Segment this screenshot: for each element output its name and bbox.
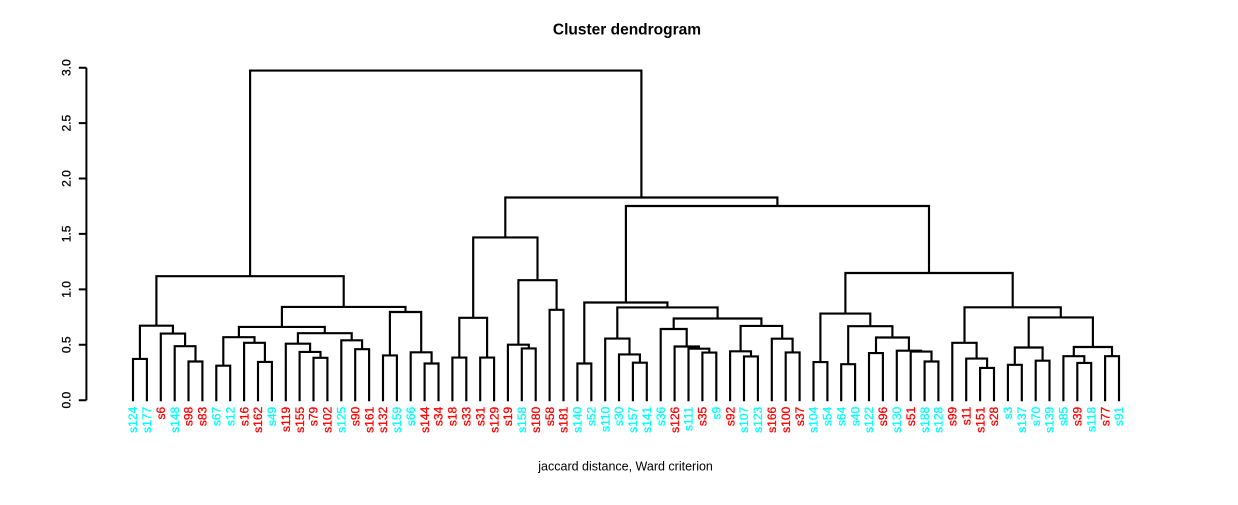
svg-text:s83: s83 — [196, 406, 210, 426]
svg-text:s31: s31 — [473, 406, 487, 426]
svg-text:s90: s90 — [348, 406, 362, 426]
svg-text:s181: s181 — [557, 406, 571, 432]
svg-text:s9: s9 — [710, 406, 724, 419]
svg-text:s35: s35 — [696, 406, 710, 426]
svg-text:s54: s54 — [821, 406, 835, 426]
svg-text:s159: s159 — [390, 406, 404, 432]
svg-text:s28: s28 — [987, 406, 1001, 426]
svg-text:s111: s111 — [682, 406, 696, 431]
svg-text:s130: s130 — [890, 406, 904, 432]
svg-text:s144: s144 — [418, 406, 432, 432]
svg-text:s119: s119 — [279, 406, 293, 431]
svg-text:s98: s98 — [182, 406, 196, 426]
svg-text:s177: s177 — [140, 406, 154, 432]
svg-text:s188: s188 — [918, 406, 932, 432]
svg-text:s19: s19 — [501, 406, 515, 426]
svg-text:s141: s141 — [640, 406, 654, 432]
svg-text:s18: s18 — [446, 406, 460, 426]
svg-text:s158: s158 — [515, 406, 529, 432]
svg-text:s166: s166 — [765, 406, 779, 432]
svg-text:s104: s104 — [807, 406, 821, 432]
svg-text:s51: s51 — [904, 406, 918, 426]
svg-text:s40: s40 — [848, 406, 862, 426]
svg-text:s58: s58 — [543, 406, 557, 426]
svg-text:s161: s161 — [362, 406, 376, 432]
svg-text:s129: s129 — [487, 406, 501, 432]
svg-text:0.0: 0.0 — [60, 392, 74, 409]
svg-text:2.0: 2.0 — [60, 170, 74, 187]
svg-text:s122: s122 — [862, 406, 876, 432]
svg-text:s99: s99 — [946, 406, 960, 426]
svg-text:2.5: 2.5 — [60, 114, 74, 131]
svg-text:s64: s64 — [834, 406, 848, 426]
svg-text:s6: s6 — [154, 406, 168, 419]
svg-text:Cluster dendrogram: Cluster dendrogram — [553, 21, 701, 38]
svg-text:s16: s16 — [237, 406, 251, 426]
svg-text:s139: s139 — [1043, 406, 1057, 432]
svg-text:s11: s11 — [959, 406, 973, 425]
svg-text:s151: s151 — [973, 406, 987, 432]
svg-text:s100: s100 — [779, 406, 793, 432]
svg-text:s107: s107 — [737, 406, 751, 432]
svg-text:s110: s110 — [598, 406, 612, 431]
svg-text:s67: s67 — [210, 406, 224, 426]
svg-text:s34: s34 — [432, 406, 446, 426]
svg-text:s12: s12 — [223, 406, 237, 426]
svg-text:s96: s96 — [876, 406, 890, 426]
svg-text:s155: s155 — [293, 406, 307, 432]
svg-text:1.5: 1.5 — [60, 225, 74, 242]
svg-text:s30: s30 — [612, 406, 626, 426]
svg-text:s126: s126 — [668, 406, 682, 432]
svg-text:s79: s79 — [307, 406, 321, 426]
svg-text:s180: s180 — [529, 406, 543, 432]
svg-text:s140: s140 — [571, 406, 585, 432]
svg-text:s162: s162 — [251, 406, 265, 432]
svg-text:s52: s52 — [585, 406, 599, 426]
svg-text:s128: s128 — [932, 406, 946, 432]
svg-text:s91: s91 — [1112, 406, 1126, 426]
svg-text:0.5: 0.5 — [60, 336, 74, 353]
svg-text:s92: s92 — [723, 406, 737, 426]
svg-text:1.0: 1.0 — [60, 281, 74, 298]
svg-text:s102: s102 — [321, 406, 335, 432]
svg-text:s77: s77 — [1098, 406, 1112, 426]
svg-text:s70: s70 — [1029, 406, 1043, 426]
svg-text:s124: s124 — [126, 406, 140, 432]
svg-text:s37: s37 — [793, 406, 807, 426]
svg-text:s49: s49 — [265, 406, 279, 426]
svg-text:s39: s39 — [1071, 406, 1085, 426]
svg-text:s85: s85 — [1057, 406, 1071, 426]
svg-text:3.0: 3.0 — [60, 59, 74, 76]
svg-text:s3: s3 — [1001, 406, 1015, 419]
svg-text:s148: s148 — [168, 406, 182, 432]
svg-text:s137: s137 — [1015, 406, 1029, 432]
svg-text:s132: s132 — [376, 406, 390, 432]
svg-text:s66: s66 — [404, 406, 418, 426]
svg-text:s123: s123 — [751, 406, 765, 432]
svg-text:s125: s125 — [335, 406, 349, 432]
svg-text:s118: s118 — [1084, 406, 1098, 431]
svg-text:s157: s157 — [626, 406, 640, 432]
svg-text:jaccard distance, Ward criteri: jaccard distance, Ward criterion — [537, 460, 713, 474]
svg-text:s33: s33 — [460, 406, 474, 426]
svg-text:s36: s36 — [654, 406, 668, 426]
